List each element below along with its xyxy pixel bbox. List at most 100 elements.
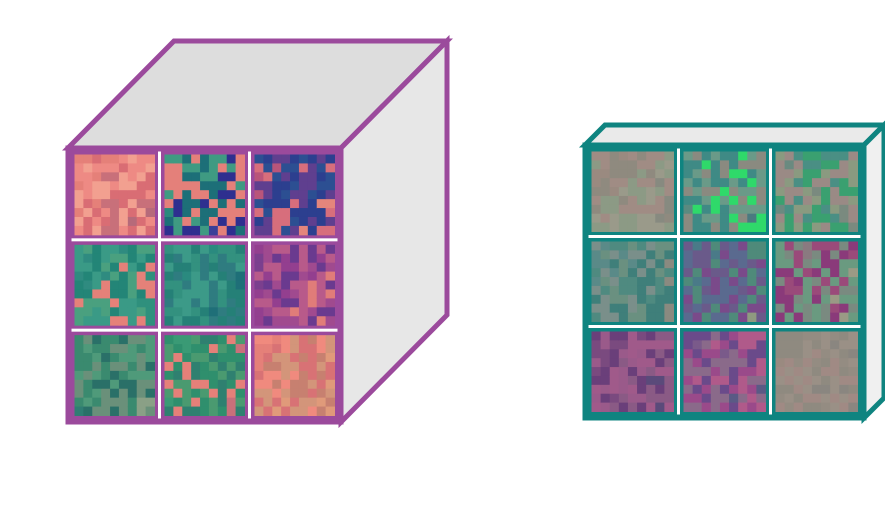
tile-pixel bbox=[325, 280, 335, 290]
tile-pixel bbox=[692, 277, 703, 287]
tile-pixel bbox=[263, 388, 273, 399]
tile-pixel bbox=[747, 259, 757, 269]
tile-pixel bbox=[784, 277, 795, 287]
tile-pixel bbox=[110, 298, 120, 308]
tile-pixel bbox=[637, 349, 647, 359]
tile-pixel bbox=[208, 379, 219, 390]
tile-pixel bbox=[618, 204, 629, 215]
tile-pixel bbox=[784, 259, 795, 269]
tile-pixel bbox=[298, 397, 309, 408]
tile-pixel bbox=[719, 402, 730, 412]
tile-pixel bbox=[627, 303, 638, 314]
tile-pixel bbox=[290, 316, 300, 326]
tile-pixel bbox=[729, 375, 739, 386]
tile-pixel bbox=[208, 370, 219, 381]
tile-pixel bbox=[83, 298, 93, 308]
tile-pixel bbox=[290, 406, 300, 416]
tile-pixel bbox=[191, 344, 201, 354]
tile-pixel bbox=[655, 213, 665, 224]
tile-pixel bbox=[164, 280, 174, 290]
tile-pixel bbox=[127, 307, 138, 317]
tile-pixel bbox=[83, 397, 93, 408]
tile-pixel bbox=[281, 225, 291, 236]
tile-pixel bbox=[235, 344, 245, 354]
grid-divider-vertical bbox=[769, 148, 772, 415]
tile-pixel bbox=[74, 361, 84, 372]
tile-pixel bbox=[839, 169, 849, 179]
tile-pixel bbox=[191, 190, 201, 200]
tile-pixel bbox=[136, 225, 147, 236]
tile-pixel bbox=[811, 259, 822, 269]
tile-pixel bbox=[263, 262, 273, 273]
tile-pixel bbox=[164, 262, 174, 273]
tile-pixel bbox=[226, 172, 237, 182]
tile-pixel bbox=[173, 154, 183, 164]
tile-pixel bbox=[756, 222, 766, 232]
tile-pixel bbox=[83, 316, 93, 326]
tile-pixel bbox=[226, 262, 237, 273]
tile-pixel bbox=[263, 361, 273, 372]
tile-pixel bbox=[747, 294, 757, 305]
tile-pixel bbox=[164, 225, 174, 236]
tile-pixel bbox=[101, 208, 111, 218]
tile-pixel bbox=[217, 361, 228, 372]
tile-pixel bbox=[719, 160, 730, 170]
tile-pixel bbox=[290, 271, 300, 282]
tile-pixel bbox=[235, 280, 245, 290]
tile-pixel bbox=[729, 312, 739, 322]
tile-pixel bbox=[655, 178, 665, 188]
tile-pixel bbox=[609, 178, 620, 188]
tile-pixel bbox=[655, 151, 665, 161]
tile-pixel bbox=[101, 298, 111, 308]
tile-pixel bbox=[208, 154, 219, 164]
tile-pixel bbox=[200, 172, 210, 182]
tile-pixel bbox=[217, 190, 228, 200]
tile-pixel bbox=[110, 344, 120, 354]
tile-pixel bbox=[821, 402, 831, 412]
tile-pixel bbox=[848, 222, 858, 232]
tile-pixel bbox=[811, 151, 822, 161]
tile-pixel bbox=[591, 331, 602, 341]
grid-divider-vertical bbox=[677, 148, 680, 415]
tile-pixel bbox=[655, 375, 665, 386]
tile-pixel bbox=[263, 397, 273, 408]
tile-pixel bbox=[719, 375, 730, 386]
tile-pixel bbox=[627, 331, 638, 341]
tile-pixel bbox=[316, 271, 327, 282]
tile-pixel bbox=[839, 259, 849, 269]
tile-pixel bbox=[316, 289, 327, 299]
tile-pixel bbox=[609, 277, 620, 287]
tile-pixel bbox=[263, 244, 273, 255]
tile-pixel bbox=[600, 285, 611, 296]
tile-pixel bbox=[802, 294, 813, 305]
tile-pixel bbox=[83, 406, 93, 416]
tile-pixel bbox=[747, 367, 757, 377]
tile-pixel bbox=[848, 160, 858, 170]
tile-pixel bbox=[290, 344, 300, 354]
tile-pixel bbox=[719, 213, 730, 224]
tile-pixel bbox=[217, 280, 228, 290]
tile-pixel bbox=[325, 335, 335, 345]
tile-pixel bbox=[618, 294, 629, 305]
tile-pixel bbox=[747, 222, 757, 232]
tile-pixel bbox=[127, 190, 138, 200]
tile-pixel bbox=[683, 187, 694, 197]
tile-pixel bbox=[664, 259, 674, 269]
tile-pixel bbox=[655, 358, 665, 368]
tile-pixel bbox=[747, 204, 757, 215]
tile-pixel bbox=[848, 285, 858, 296]
tile-pixel bbox=[655, 331, 665, 341]
tile-pixel bbox=[182, 199, 192, 209]
tile-pixel bbox=[272, 253, 282, 264]
tile-pixel bbox=[756, 187, 766, 197]
tile-pixel bbox=[802, 312, 813, 322]
tile-pixel bbox=[164, 253, 174, 264]
tile-pixel bbox=[848, 259, 858, 269]
tile-pixel bbox=[290, 298, 300, 308]
tile-pixel bbox=[92, 335, 102, 345]
tile-pixel bbox=[254, 225, 264, 236]
tile-pixel bbox=[290, 361, 300, 372]
tile-pixel bbox=[307, 289, 318, 299]
tile-pixel bbox=[92, 244, 102, 255]
tile-pixel bbox=[701, 384, 712, 395]
